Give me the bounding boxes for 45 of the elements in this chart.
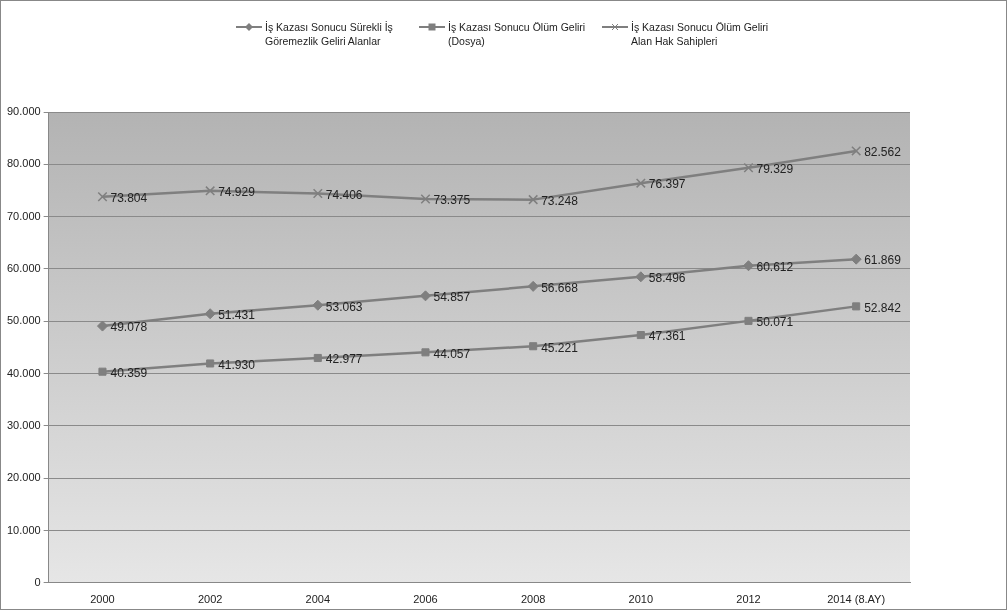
x-tick-label: 2008	[520, 593, 546, 606]
data-label: 79.329	[756, 162, 794, 177]
legend-label: İş Kazası Sonucu Sürekli İş Göremezlik Geliri Alanlar	[265, 20, 394, 48]
y-tick-label: 0	[34, 575, 41, 588]
x-tick-label: 2004	[305, 593, 331, 606]
data-label: 53.063	[325, 299, 363, 314]
data-label: 41.930	[218, 357, 256, 372]
data-label: 40.359	[110, 365, 148, 380]
x-tick-label: 2010	[628, 593, 654, 606]
x-tick-label: 2014 (8.AY)	[827, 593, 886, 606]
legend-label: İş Kazası Sonucu Ölüm Geliri (Dosya)	[448, 20, 587, 48]
data-label: 44.057	[433, 346, 471, 361]
y-tick-label: 40.000	[6, 366, 41, 379]
data-label: 82.562	[864, 145, 902, 160]
y-tick-label: 70.000	[6, 209, 41, 222]
y-tick-label: 30.000	[6, 418, 41, 431]
x-tick-label: 2006	[413, 593, 438, 606]
data-label: 73.248	[541, 193, 579, 208]
data-label: 47.361	[648, 329, 686, 344]
y-tick-label: 90.000	[6, 105, 41, 118]
data-label: 73.804	[110, 191, 148, 206]
data-label: 73.375	[433, 193, 471, 208]
y-tick-label: 20.000	[6, 471, 41, 484]
data-label: 58.496	[648, 271, 686, 286]
data-label: 50.071	[756, 315, 794, 330]
data-label: 49.078	[110, 320, 148, 335]
x-tick-label: 2000	[90, 593, 115, 606]
data-label: 76.397	[648, 177, 686, 192]
data-label: 51.431	[218, 308, 256, 323]
data-label: 45.221	[541, 340, 579, 355]
y-tick-label: 50.000	[6, 314, 41, 327]
data-label: 60.612	[756, 260, 794, 275]
data-label: 74.929	[218, 185, 256, 200]
data-label: 61.869	[864, 253, 902, 268]
data-label: 54.857	[433, 290, 471, 305]
legend-label: İş Kazası Sonucu Ölüm Geliri Alan Hak Sahipleri	[631, 20, 770, 48]
data-label: 74.406	[325, 187, 363, 202]
data-label: 52.842	[864, 300, 902, 315]
y-tick-label: 10.000	[6, 523, 41, 536]
x-tick-label: 2002	[197, 593, 223, 606]
y-tick-label: 80.000	[6, 157, 41, 170]
y-tick-label: 60.000	[6, 261, 41, 274]
data-label: 42.977	[325, 352, 363, 367]
x-tick-label: 2012	[736, 593, 761, 606]
data-label: 56.668	[541, 280, 579, 295]
